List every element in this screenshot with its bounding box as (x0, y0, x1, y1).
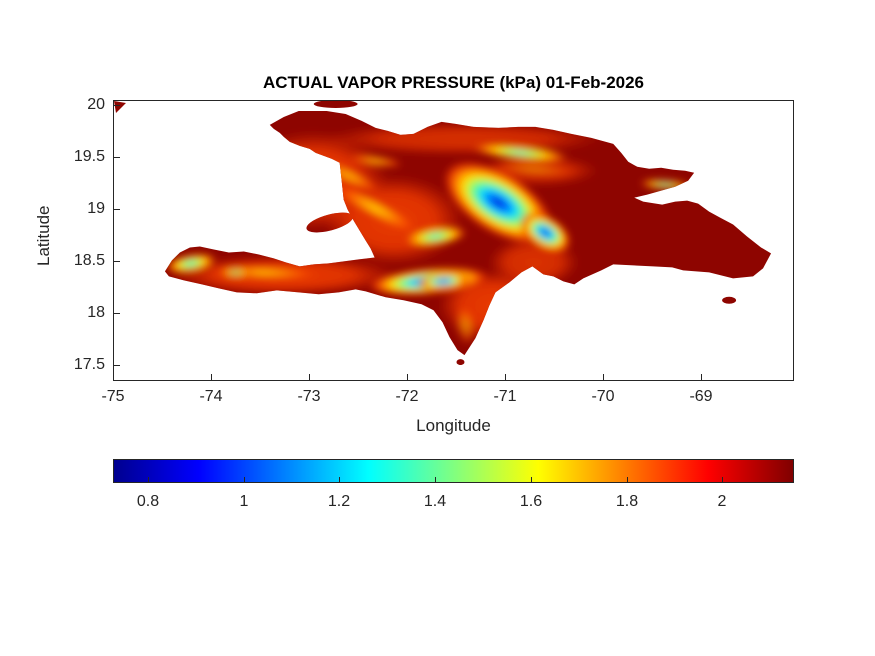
colorbar-tick-label: 1.6 (519, 493, 543, 510)
x-tick-label: -72 (395, 388, 419, 405)
x-tick-label: -69 (689, 388, 713, 405)
colorbar-tick-label: 2 (717, 493, 727, 510)
x-tick-mark (701, 374, 702, 380)
colorbar (113, 459, 794, 483)
colorbar-tick-label: 1.8 (615, 493, 639, 510)
y-tick-label: 19.5 (73, 148, 105, 165)
colorbar-tick-mark (148, 477, 149, 482)
y-tick-mark (114, 261, 120, 262)
colorbar-tick-mark (531, 477, 532, 482)
x-tick-label: -71 (493, 388, 517, 405)
y-tick-label: 18 (87, 304, 105, 321)
colorbar-tick-mark (722, 477, 723, 482)
x-tick-mark (505, 374, 506, 380)
hispaniola-heatmap (114, 101, 772, 366)
colorbar-tick-label: 1 (239, 493, 249, 510)
x-axis-label: Longitude (416, 416, 491, 435)
x-tick-label: -73 (297, 388, 321, 405)
chart-title: ACTUAL VAPOR PRESSURE (kPa) 01-Feb-2026 (262, 73, 645, 92)
y-tick-mark (114, 365, 120, 366)
colorbar-tick-mark (244, 477, 245, 482)
y-tick-label: 18.5 (73, 252, 105, 269)
y-tick-label: 17.5 (73, 356, 105, 373)
x-tick-mark (211, 374, 212, 380)
y-tick-mark (114, 105, 120, 106)
x-tick-mark (603, 374, 604, 380)
colorbar-tick-mark (435, 477, 436, 482)
colorbar-tick-label: 1.2 (327, 493, 351, 510)
x-tick-mark (113, 374, 114, 380)
colorbar-tick-mark (627, 477, 628, 482)
plot-area (113, 100, 794, 381)
y-tick-mark (114, 157, 120, 158)
x-tick-label: -70 (591, 388, 615, 405)
y-tick-label: 19 (87, 200, 105, 217)
y-tick-mark (114, 209, 120, 210)
y-tick-mark (114, 313, 120, 314)
colorbar-tick-label: 1.4 (423, 493, 447, 510)
colorbar-tick-label: 0.8 (136, 493, 160, 510)
colorbar-tick-mark (339, 477, 340, 482)
x-tick-mark (309, 374, 310, 380)
y-axis-label: Latitude (34, 205, 53, 267)
x-tick-label: -74 (199, 388, 223, 405)
x-tick-mark (407, 374, 408, 380)
y-tick-label: 20 (87, 96, 105, 113)
x-tick-label: -75 (101, 388, 125, 405)
